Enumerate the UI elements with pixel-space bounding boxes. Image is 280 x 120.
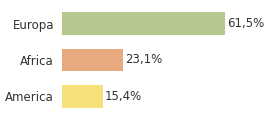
- Bar: [62, 85, 102, 108]
- Text: 61,5%: 61,5%: [227, 17, 265, 30]
- Bar: [62, 12, 225, 35]
- Bar: [62, 49, 123, 71]
- Text: 15,4%: 15,4%: [105, 90, 142, 103]
- Text: 23,1%: 23,1%: [125, 54, 162, 66]
